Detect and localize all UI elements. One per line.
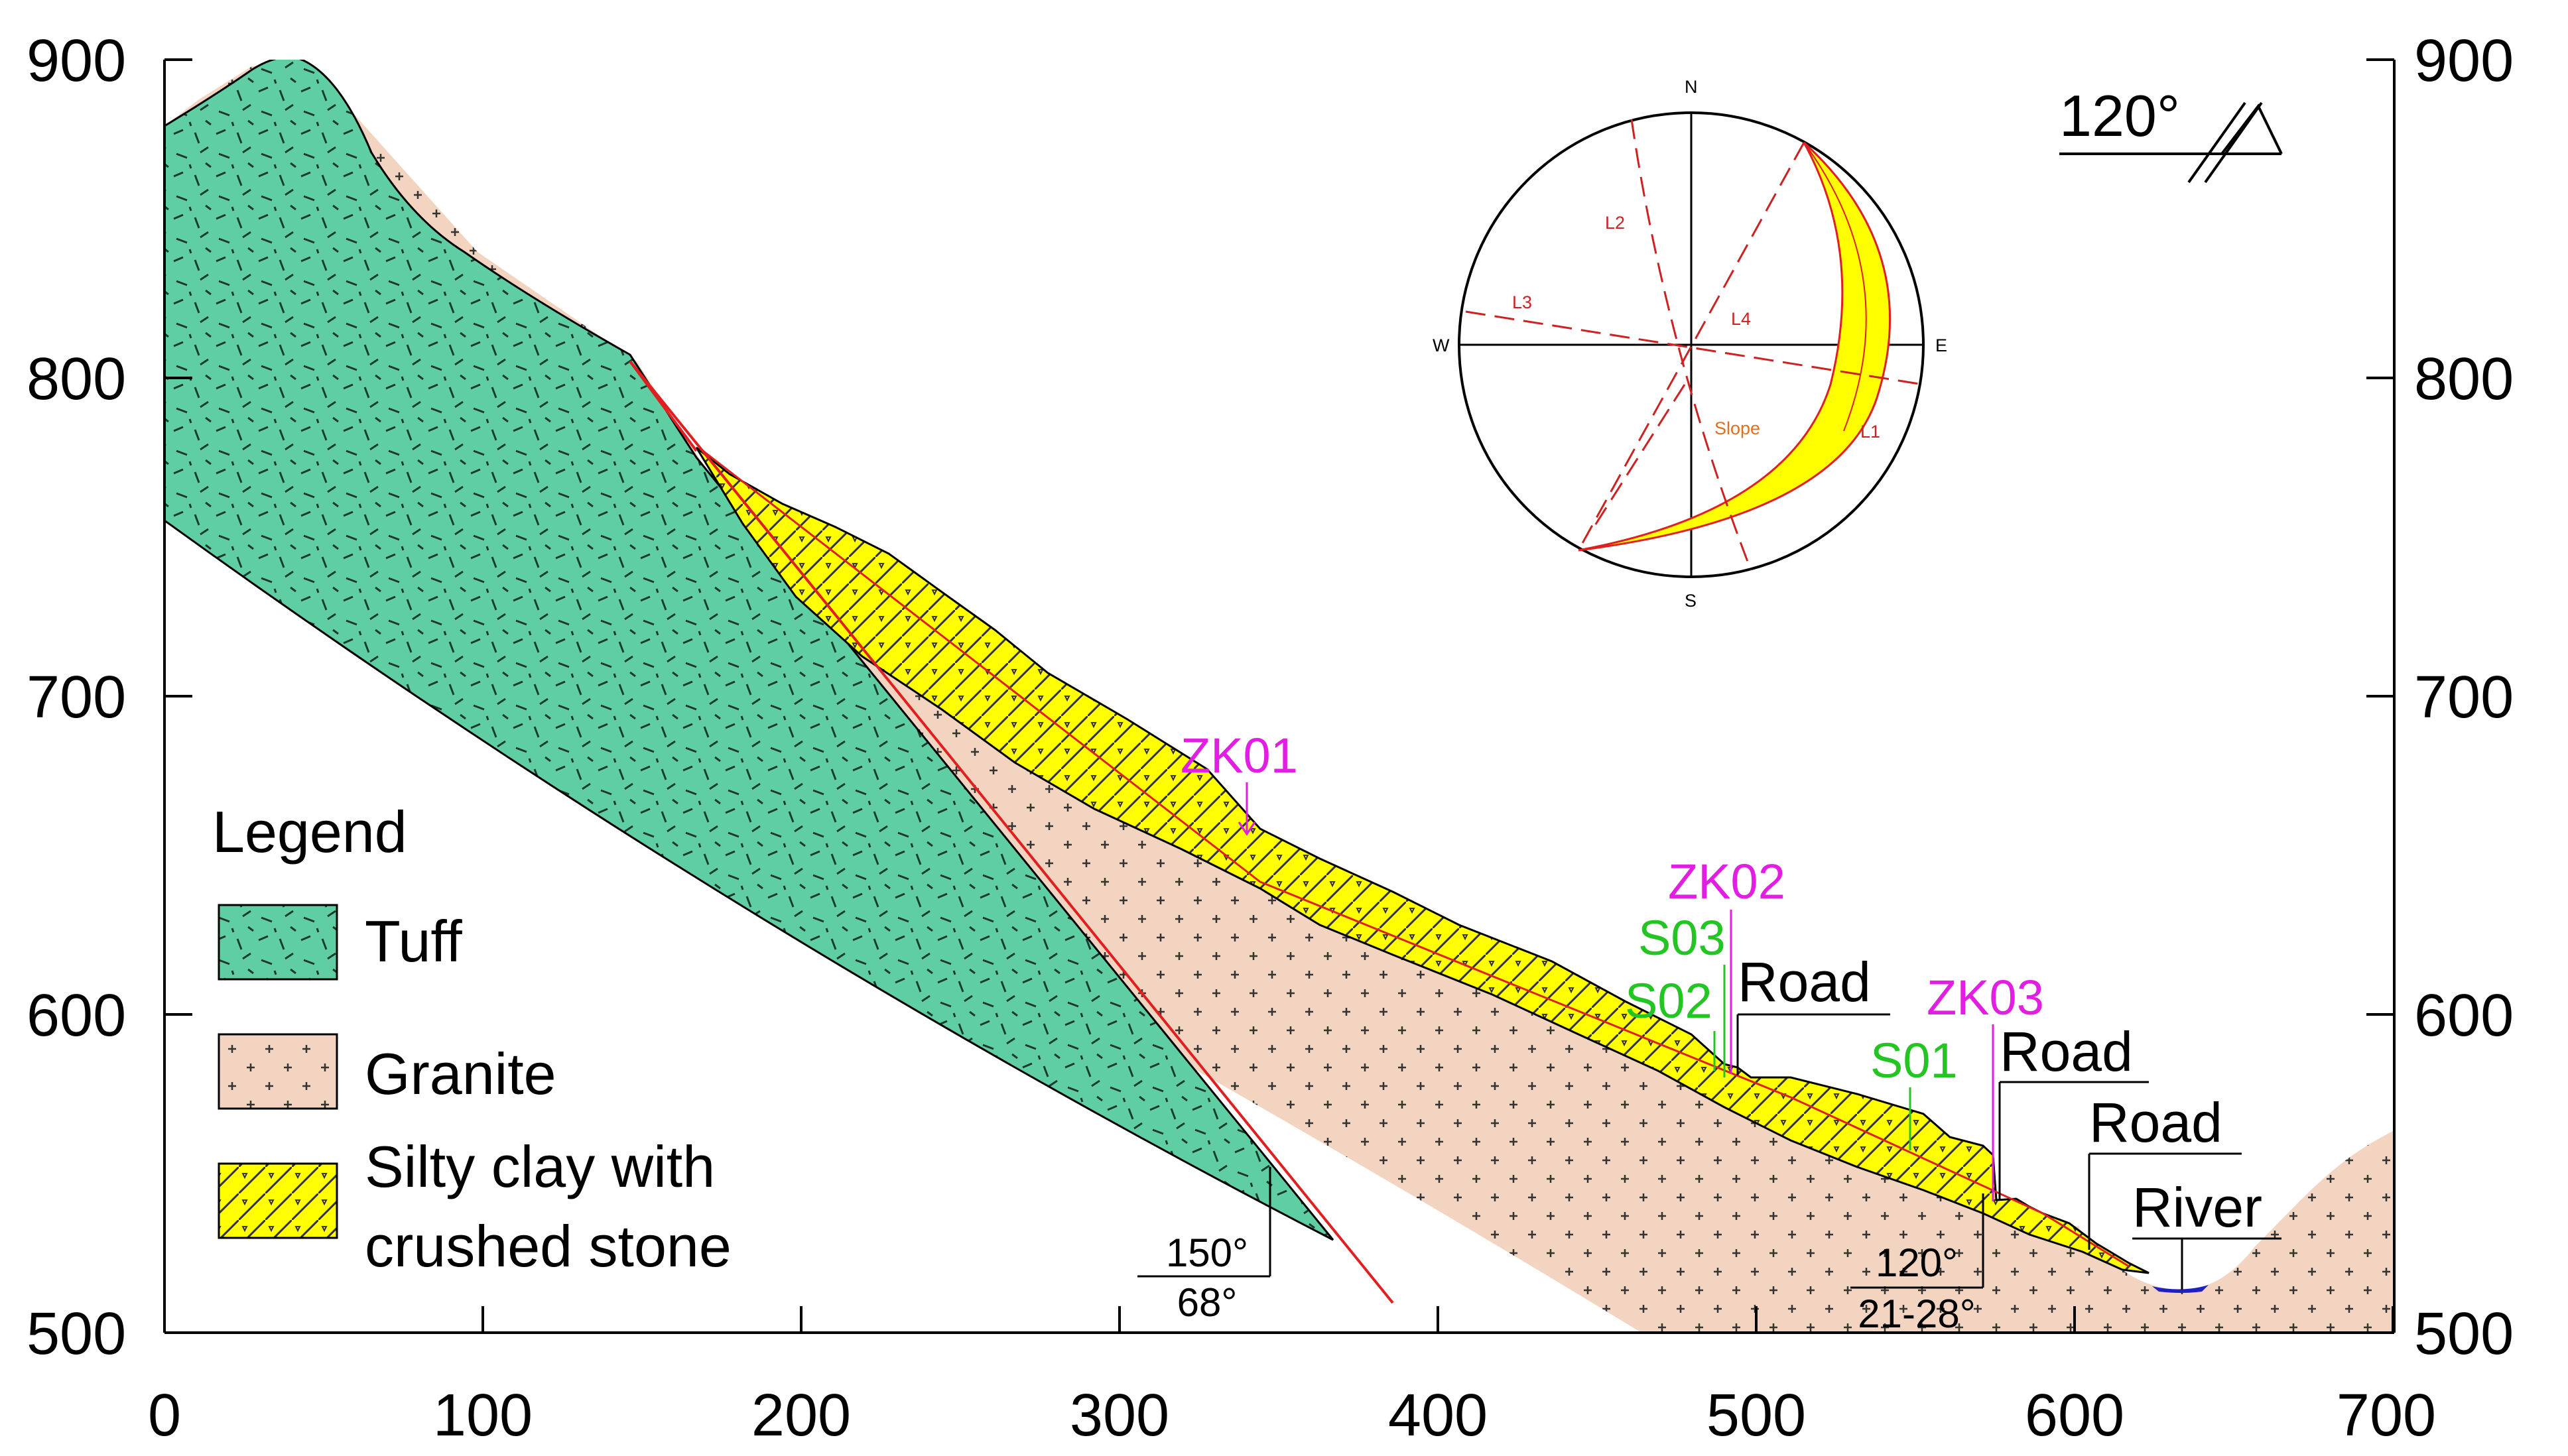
borehole-zk01: ZK01 — [1181, 728, 1298, 783]
feature-labels: Road Road Road River — [1736, 951, 2281, 1290]
y-tick-label: 500 — [2414, 1301, 2514, 1367]
y-tick-label: 500 — [27, 1301, 126, 1367]
strata — [164, 60, 2394, 1333]
stereonet-slope: Slope — [1714, 418, 1760, 438]
stereonet-l3: L3 — [1512, 292, 1532, 312]
samples: S03 S02 S01 — [1625, 910, 1958, 1150]
section-orientation: 120° — [2059, 83, 2283, 184]
orientation-label: 120° — [2059, 83, 2180, 149]
slope-band — [1578, 141, 1892, 552]
plot-frame — [163, 58, 2396, 1334]
y-tick-label: 800 — [2414, 346, 2514, 412]
x-tick-label: 100 — [433, 1382, 533, 1449]
x-tick-label: 500 — [1706, 1382, 1806, 1449]
y-tick-label: 900 — [27, 28, 126, 94]
y-axis-left: 900 800 700 600 500 — [27, 28, 126, 1367]
y-tick-label: 900 — [2414, 28, 2514, 94]
borehole-zk03: ZK03 — [1927, 970, 2044, 1025]
river-label: River — [2132, 1176, 2262, 1239]
stereonet-east: E — [1935, 335, 1947, 355]
legend-swatch-clay — [218, 1162, 338, 1239]
legend: Legend Tuff Granite Silty clay with crus… — [212, 799, 732, 1279]
slip-surface — [702, 450, 2130, 1268]
legend-label-granite: Granite — [365, 1041, 556, 1107]
x-axis: 0 100 200 300 400 500 600 700 — [148, 1382, 2436, 1449]
sample-s03: S03 — [1638, 910, 1726, 965]
stereonet-west: W — [1433, 335, 1450, 355]
borehole-zk02: ZK02 — [1668, 854, 1785, 909]
boreholes: ZK01 ZK02 ZK03 — [1181, 728, 2044, 1201]
x-tick-label: 200 — [751, 1382, 851, 1449]
river-water — [2152, 1285, 2209, 1293]
x-tick-label: 600 — [2025, 1382, 2124, 1449]
legend-swatch-granite — [218, 1033, 338, 1110]
x-tick-label: 300 — [1070, 1382, 1169, 1449]
sample-s02: S02 — [1625, 973, 1712, 1028]
fault-line-upper — [629, 360, 698, 452]
fault-attitude-note: 150° 68° — [1137, 1167, 1271, 1325]
y-tick-label: 600 — [2414, 983, 2514, 1049]
legend-label-clay-line1: Silty clay with — [365, 1134, 715, 1199]
y-tick-label: 700 — [2414, 664, 2514, 731]
road-label-2: Road — [2000, 1020, 2133, 1083]
legend-title: Legend — [212, 799, 407, 865]
y-tick-label: 600 — [27, 983, 126, 1049]
slope-dip-direction: 120° — [1876, 1241, 1958, 1285]
stereonet-l4: L4 — [1731, 309, 1751, 329]
x-tick-label: 0 — [148, 1382, 181, 1449]
legend-label-tuff: Tuff — [365, 908, 462, 974]
stereonet-south: S — [1685, 591, 1697, 611]
y-axis-right: 900 800 700 600 500 — [2414, 28, 2514, 1367]
road-label-1: Road — [1738, 951, 1871, 1013]
stereonet-l1: L1 — [1860, 422, 1880, 442]
sample-s01: S01 — [1870, 1033, 1958, 1088]
slope-attitude-note: 120° 21-28° — [1850, 1193, 1984, 1336]
tuff-body — [164, 60, 1334, 1241]
fault-line — [629, 360, 1394, 1304]
stereonet-l2: L2 — [1605, 213, 1625, 233]
fault-dip-direction: 150° — [1166, 1231, 1248, 1275]
stereonet-north: N — [1685, 77, 1698, 97]
x-tick-label: 700 — [2337, 1382, 2436, 1449]
legend-swatch-tuff — [218, 904, 338, 981]
fault-dip-angle: 68° — [1177, 1280, 1238, 1325]
slope-dip-angle: 21-28° — [1858, 1292, 1975, 1336]
x-tick-label: 400 — [1388, 1382, 1488, 1449]
road-label-3: Road — [2089, 1091, 2222, 1154]
y-tick-label: 800 — [27, 346, 126, 412]
y-tick-label: 700 — [27, 664, 126, 731]
legend-label-clay-line2: crushed stone — [365, 1213, 732, 1279]
stereonet: N S E W L1 L2 L3 L4 Slope — [1433, 77, 1947, 611]
